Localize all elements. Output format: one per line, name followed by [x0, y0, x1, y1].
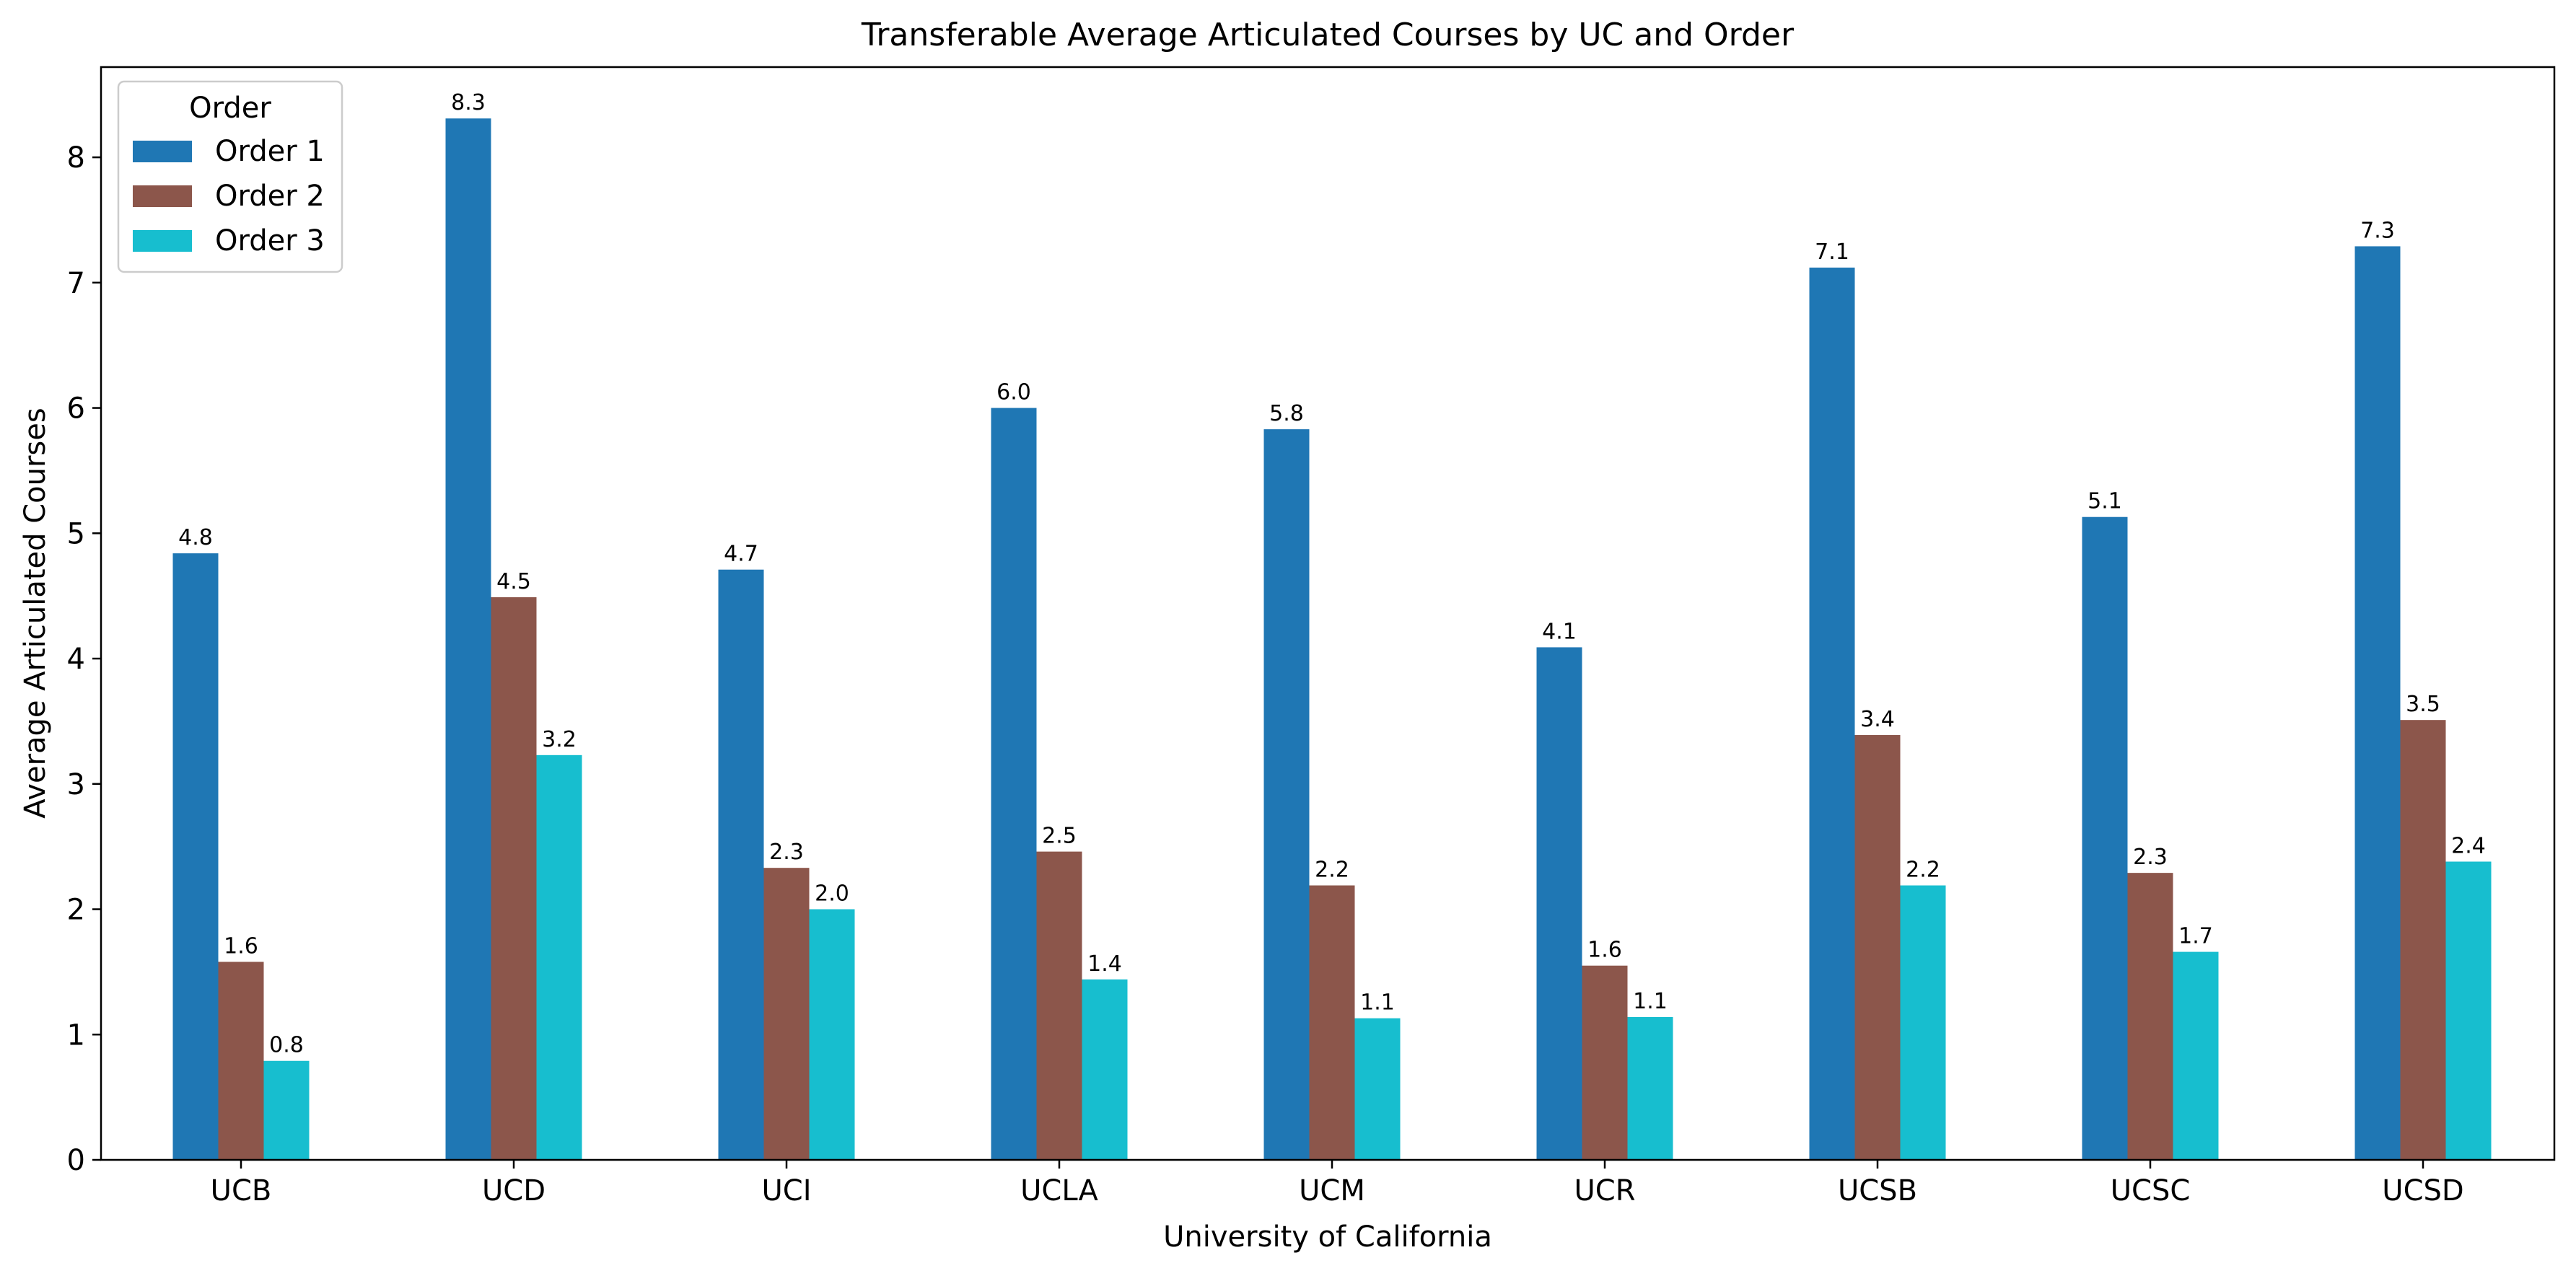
y-tick-label-2: 2 — [67, 894, 85, 927]
bar-label-uci-order-1: 4.7 — [724, 542, 758, 567]
legend-frame — [117, 80, 343, 273]
bar-ucsc-order-1 — [2082, 516, 2128, 1160]
bar-ucsb-order-2 — [1854, 735, 1901, 1160]
legend-swatch-order-3 — [133, 230, 192, 252]
bar-label-ucsc-order-2: 2.3 — [2133, 845, 2168, 870]
bar-ucm-order-1 — [1263, 429, 1310, 1160]
bar-label-ucsd-order-2: 3.5 — [2406, 692, 2440, 717]
bar-ucsd-order-2 — [2400, 720, 2446, 1160]
x-tick-label-ucb: UCB — [211, 1174, 272, 1207]
bar-label-ucb-order-3: 0.8 — [269, 1033, 304, 1058]
bar-label-ucsc-order-3: 1.7 — [2178, 924, 2213, 949]
y-tick-label-5: 5 — [67, 517, 85, 550]
y-tick-label-6: 6 — [67, 392, 85, 426]
bar-label-uci-order-3: 2.0 — [815, 881, 849, 907]
bar-ucsc-order-2 — [2127, 873, 2173, 1160]
bar-label-ucb-order-1: 4.8 — [178, 525, 213, 550]
bar-label-ucsd-order-3: 2.4 — [2451, 834, 2486, 859]
y-tick-label-0: 0 — [67, 1144, 85, 1177]
bar-labels-group: 4.8 1.6 0.8 8.3 4.5 3.2 4.7 2.3 2.0 6.0 2.5 1.4 5.8 2… — [178, 90, 2486, 1058]
bar-ucb-order-2 — [218, 962, 264, 1160]
bar-label-ucd-order-1: 8.3 — [451, 90, 486, 115]
bar-ucla-order-1 — [991, 408, 1037, 1160]
bar-label-ucsc-order-1: 5.1 — [2087, 489, 2122, 514]
bar-ucsb-order-3 — [1900, 885, 1946, 1160]
bar-ucsd-order-1 — [2354, 246, 2401, 1161]
bar-ucd-order-2 — [491, 597, 537, 1160]
legend-title: Order — [189, 92, 271, 125]
x-tick-label-uci: UCI — [761, 1174, 811, 1207]
bar-label-ucr-order-3: 1.1 — [1633, 989, 1668, 1014]
bar-ucr-order-2 — [1582, 965, 1628, 1160]
x-tick-label-ucsd: UCSD — [2382, 1174, 2463, 1207]
bar-label-ucm-order-3: 1.1 — [1360, 990, 1395, 1016]
legend-label-order-1: Order 1 — [215, 135, 325, 168]
x-tick-label-ucm: UCM — [1299, 1174, 1365, 1207]
bar-ucr-order-3 — [1627, 1016, 1673, 1160]
legend: Order Order 1 Order 2 Order 3 — [117, 80, 343, 273]
legend-label-order-2: Order 2 — [215, 180, 325, 213]
bar-label-ucla-order-3: 1.4 — [1087, 951, 1122, 977]
bar-label-uci-order-2: 2.3 — [769, 840, 804, 865]
x-tick-label-ucsc: UCSC — [2111, 1174, 2191, 1207]
y-tick-label-8: 8 — [67, 141, 85, 175]
bar-ucsc-order-3 — [2173, 951, 2219, 1160]
x-axis: UCB UCD UCI UCLA UCM UCR UCSB UCSC UCSD — [211, 1160, 2464, 1207]
x-tick-label-ucr: UCR — [1574, 1174, 1636, 1207]
bar-ucd-order-1 — [445, 118, 491, 1161]
bar-ucd-order-3 — [536, 754, 582, 1160]
plot-frame — [100, 66, 2556, 1161]
y-tick-label-4: 4 — [67, 643, 85, 676]
y-axis: 0 1 2 3 4 5 6 7 8 — [67, 141, 101, 1177]
bar-label-ucsb-order-3: 2.2 — [1906, 858, 1940, 883]
chart-title: Transferable Average Articulated Courses… — [861, 17, 1795, 53]
y-tick-label-7: 7 — [67, 267, 85, 300]
bar-label-ucb-order-2: 1.6 — [224, 933, 258, 959]
bar-uci-order-3 — [809, 909, 855, 1160]
x-tick-label-ucla: UCLA — [1020, 1174, 1098, 1207]
bar-label-ucm-order-1: 5.8 — [1269, 401, 1304, 426]
bar-label-ucr-order-2: 1.6 — [1587, 938, 1622, 963]
bar-ucm-order-3 — [1354, 1018, 1401, 1160]
y-tick-label-3: 3 — [67, 768, 85, 801]
x-tick-label-ucd: UCD — [482, 1174, 546, 1207]
legend-swatch-order-2 — [133, 185, 192, 207]
bar-ucsd-order-3 — [2445, 861, 2492, 1160]
bar-label-ucd-order-2: 4.5 — [496, 569, 531, 594]
bar-label-ucd-order-3: 3.2 — [542, 727, 577, 752]
bar-ucsb-order-1 — [1809, 267, 1855, 1160]
bar-label-ucm-order-2: 2.2 — [1315, 858, 1349, 883]
bar-ucr-order-1 — [1536, 647, 1582, 1160]
bar-ucla-order-2 — [1036, 851, 1082, 1160]
legend-label-order-3: Order 3 — [215, 224, 325, 258]
bar-ucm-order-2 — [1309, 885, 1355, 1160]
bar-ucb-order-1 — [172, 553, 219, 1160]
bar-ucla-order-3 — [1082, 979, 1128, 1160]
bars-group — [172, 118, 2492, 1161]
bar-uci-order-1 — [718, 569, 764, 1160]
legend-swatch-order-1 — [133, 141, 192, 162]
bar-uci-order-2 — [763, 868, 810, 1160]
bar-label-ucr-order-1: 4.1 — [1542, 619, 1577, 644]
bar-label-ucla-order-1: 6.0 — [996, 380, 1031, 405]
x-axis-label: University of California — [1163, 1220, 1492, 1254]
bar-label-ucla-order-2: 2.5 — [1042, 824, 1077, 849]
bar-label-ucsb-order-1: 7.1 — [1815, 239, 1849, 265]
bar-label-ucsb-order-2: 3.4 — [1860, 707, 1895, 732]
bar-label-ucsd-order-1: 7.3 — [2360, 218, 2395, 243]
y-tick-label-1: 1 — [67, 1018, 85, 1052]
y-axis-label: Average Articulated Courses — [19, 408, 52, 818]
x-tick-label-ucsb: UCSB — [1838, 1174, 1917, 1207]
bar-ucb-order-3 — [263, 1060, 310, 1160]
